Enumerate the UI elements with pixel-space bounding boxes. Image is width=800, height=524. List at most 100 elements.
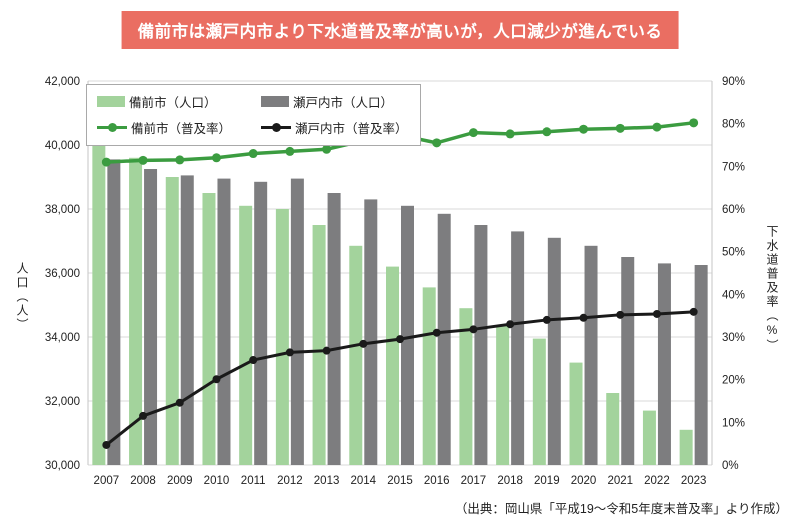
x-axis-tick-label: 2008 [130, 475, 156, 487]
x-axis-tick-label: 2007 [94, 475, 120, 487]
bar-setouchi-2018 [511, 231, 525, 465]
legend-item-bizen-rate: 備前市（普及率） [97, 118, 255, 137]
y-axis-tick-label-right: 80% [722, 119, 745, 131]
x-axis-tick-label: 2011 [241, 475, 266, 487]
x-axis-tick-label: 2015 [387, 475, 413, 487]
y-axis-tick-label-left: 38,000 [45, 204, 80, 216]
y-axis-tick-label-left: 32,000 [45, 396, 80, 408]
marker-bizen-rate-2019 [542, 127, 552, 137]
y-axis-tick-label-right: 90% [722, 76, 745, 88]
source-note: （出典：岡山県「平成19～令和5年度末普及率」より作成） [454, 502, 788, 516]
x-axis-tick-label: 2017 [461, 475, 487, 487]
marker-bizen-rate-2008 [138, 155, 148, 165]
bar-bizen-2014 [349, 245, 363, 465]
x-axis-tick-label: 2013 [314, 475, 340, 487]
bar-bizen-2016 [422, 287, 436, 465]
bar-bizen-2008 [129, 157, 143, 466]
bar-setouchi-2017 [474, 225, 488, 465]
bar-bizen-2012 [275, 209, 289, 465]
marker-setouchi-rate-2023 [689, 307, 698, 316]
marker-bizen-rate-2016 [432, 138, 442, 148]
y-axis-tick-label-right: 50% [722, 247, 745, 259]
marker-bizen-rate-2011 [248, 149, 258, 159]
marker-setouchi-rate-2018 [506, 320, 515, 329]
marker-bizen-rate-2007 [101, 157, 111, 167]
x-axis-tick-label: 2014 [350, 475, 376, 487]
marker-setouchi-rate-2013 [322, 346, 331, 355]
bizen-rate-line-swatch-icon [97, 122, 127, 133]
bizen-population-swatch-icon [97, 96, 125, 107]
legend-label: 瀬戸内市（人口） [293, 96, 394, 110]
marker-bizen-rate-2012 [285, 146, 295, 156]
x-axis-tick-label: 2019 [534, 475, 560, 487]
marker-setouchi-rate-2009 [175, 398, 184, 407]
y-axis-tick-label-left: 30,000 [45, 460, 80, 472]
x-axis-tick-label: 2023 [681, 475, 707, 487]
marker-setouchi-rate-2008 [139, 411, 148, 420]
bar-bizen-2023 [679, 429, 693, 465]
y-axis-tick-label-left: 36,000 [45, 268, 80, 280]
x-axis-tick-label: 2020 [571, 475, 597, 487]
legend-item-setouchi-population: 瀬戸内市（人口） [261, 92, 408, 111]
marker-bizen-rate-2017 [468, 128, 478, 138]
bar-bizen-2019 [532, 338, 546, 465]
bar-setouchi-2021 [621, 257, 635, 465]
marker-bizen-rate-2009 [175, 155, 185, 165]
x-axis-tick-label: 2016 [424, 475, 450, 487]
bar-bizen-2011 [239, 205, 253, 466]
bar-bizen-2022 [642, 410, 656, 465]
legend-label: 瀬戸内市（普及率） [295, 122, 408, 136]
marker-bizen-rate-2020 [579, 124, 589, 134]
bar-bizen-2013 [312, 225, 326, 465]
marker-setouchi-rate-2022 [652, 309, 661, 318]
marker-bizen-rate-2010 [211, 153, 221, 163]
y-axis-tick-label-right: 30% [722, 332, 745, 344]
marker-setouchi-rate-2016 [432, 328, 441, 337]
bar-setouchi-2019 [547, 237, 561, 465]
legend-label: 備前市（人口） [129, 96, 217, 110]
x-axis-tick-label: 2010 [204, 475, 230, 487]
setouchi-rate-line-swatch-icon [261, 122, 291, 133]
y-axis-tick-label-right: 40% [722, 289, 745, 301]
x-axis-tick-label: 2022 [644, 475, 670, 487]
marker-setouchi-rate-2015 [396, 335, 404, 344]
marker-bizen-rate-2018 [505, 129, 515, 139]
setouchi-population-swatch-icon [261, 96, 289, 107]
right-axis-title: 下水道普及率（%） [765, 225, 779, 353]
chart-legend: 備前市（人口） 瀬戸内市（人口） 備前市（普及率） 瀬戸内市（普及率） [86, 84, 421, 146]
marker-bizen-rate-2013 [322, 144, 332, 154]
title-banner: 備前市は瀬戸内市より下水道普及率が高いが，人口減少が進んでいる [121, 11, 679, 49]
x-axis-tick-label: 2012 [277, 475, 303, 487]
page-title: 備前市は瀬戸内市より下水道普及率が高いが，人口減少が進んでいる [137, 23, 663, 41]
marker-setouchi-rate-2019 [542, 315, 551, 324]
bar-bizen-2018 [496, 325, 510, 465]
bar-setouchi-2015 [401, 205, 414, 466]
marker-bizen-rate-2022 [652, 122, 662, 132]
marker-setouchi-rate-2017 [469, 325, 478, 334]
marker-setouchi-rate-2014 [359, 339, 368, 348]
legend-item-bizen-population: 備前市（人口） [97, 92, 255, 111]
marker-bizen-rate-2023 [689, 118, 699, 128]
bar-setouchi-2013 [327, 193, 341, 465]
legend-item-setouchi-rate: 瀬戸内市（普及率） [261, 118, 408, 137]
y-axis-tick-label-left: 40,000 [45, 140, 80, 152]
marker-setouchi-rate-2011 [249, 356, 258, 365]
y-axis-tick-label-right: 60% [722, 204, 745, 216]
y-axis-tick-label-left: 42,000 [45, 76, 80, 88]
bar-setouchi-2022 [657, 263, 671, 465]
bar-setouchi-2014 [364, 199, 378, 465]
marker-setouchi-rate-2012 [285, 348, 294, 357]
bar-setouchi-2007 [107, 159, 121, 465]
bar-setouchi-2011 [254, 181, 268, 466]
bar-bizen-2020 [569, 362, 583, 465]
y-axis-tick-label-right: 0% [722, 460, 739, 472]
bar-setouchi-2012 [290, 178, 304, 465]
bar-setouchi-2010 [217, 178, 231, 465]
legend-label: 備前市（普及率） [131, 122, 232, 136]
bar-bizen-2015 [386, 266, 399, 465]
marker-setouchi-rate-2007 [102, 440, 111, 449]
y-axis-tick-label-right: 20% [722, 375, 745, 387]
bar-bizen-2017 [459, 308, 473, 465]
